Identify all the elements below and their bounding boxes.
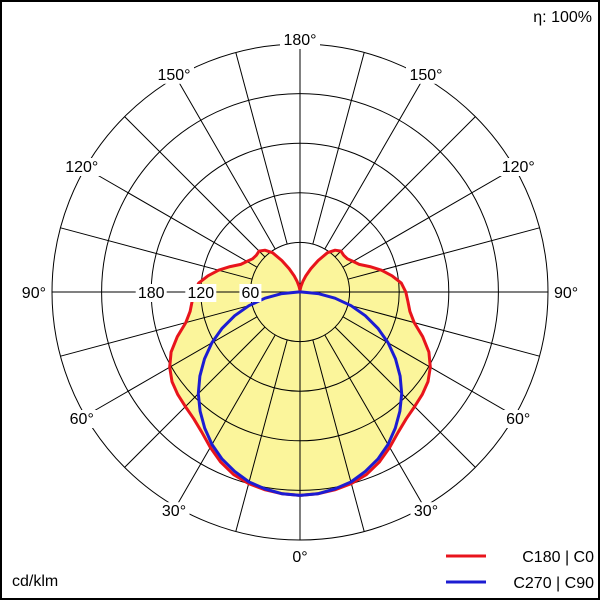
grid-spoke-285 — [60, 304, 253, 357]
angle-label-left-90: 90° — [22, 285, 46, 302]
grid-spoke-345 — [235, 339, 288, 532]
angle-label-right-150-bg — [406, 65, 446, 84]
grid-spoke-210 — [175, 76, 276, 250]
angle-label-right-30-bg — [410, 502, 442, 521]
angle-label-left-120-bg — [61, 158, 102, 176]
unit-label: cd/klm — [12, 573, 58, 590]
grid-spoke-195 — [235, 52, 288, 245]
angle-label-left-60-bg — [66, 410, 98, 428]
angle-label-180: 180° — [283, 32, 316, 49]
grid-spoke-330 — [175, 334, 276, 508]
radial-tick-60-bg — [239, 284, 262, 302]
angle-label-left-150: 150° — [157, 67, 190, 84]
radial-tick-120: 120 — [187, 285, 214, 302]
angle-label-right-90-bg — [552, 284, 583, 302]
angle-label-left-30-bg — [158, 502, 190, 521]
angle-label-left-60: 60° — [70, 411, 94, 428]
angle-label-right-90: 90° — [554, 285, 578, 302]
grid-spoke-240 — [84, 167, 258, 268]
angle-label-right-60-bg — [502, 410, 534, 428]
angle-label-0: 0° — [292, 549, 307, 566]
grid-spoke-120 — [342, 167, 516, 268]
grid-spoke-165 — [312, 52, 365, 245]
angle-label-0-bg — [289, 548, 311, 566]
angle-label-180-bg — [280, 31, 320, 49]
grid-spoke-225 — [124, 116, 266, 258]
efficiency-label: η: 100% — [533, 9, 592, 26]
grid-spoke-135 — [334, 116, 476, 258]
radial-tick-120-bg — [185, 284, 217, 302]
radial-tick-180-bg — [135, 284, 167, 302]
legend-label-c0: C180 | C0 — [522, 549, 594, 566]
series-curves — [168, 248, 432, 497]
grid-spoke-315 — [124, 326, 266, 468]
angle-label-left-30: 30° — [162, 503, 186, 520]
grid-spoke-30 — [324, 334, 425, 508]
series-curve-1 — [196, 290, 404, 497]
legend-label-c90: C270 | C90 — [513, 575, 594, 592]
legend: C180 | C0 C270 | C90 — [446, 549, 594, 592]
grid-spoke-75 — [347, 304, 540, 357]
radial-tick-180: 180 — [138, 285, 165, 302]
grid-spoke-255 — [60, 227, 253, 280]
angle-label-right-120: 120° — [502, 159, 535, 176]
grid-spoke-45 — [334, 326, 476, 468]
tick-labels: 180° 0° 150° 150° 120° 120° 90° 90° 60° 60° 30° 30°… — [17, 31, 583, 566]
angle-label-right-30: 30° — [414, 503, 438, 520]
series-curve-0 — [168, 248, 432, 497]
angle-label-right-60: 60° — [506, 411, 530, 428]
angle-label-right-120-bg — [498, 158, 539, 176]
angle-label-left-120: 120° — [65, 159, 98, 176]
angle-label-left-90-bg — [17, 284, 48, 302]
grid-spoke-105 — [347, 227, 540, 280]
grid-spoke-15 — [312, 339, 365, 532]
radial-tick-60: 60 — [242, 285, 260, 302]
grid-spoke-150 — [324, 76, 425, 250]
angle-label-right-150: 150° — [409, 67, 442, 84]
angle-label-left-150-bg — [154, 65, 194, 84]
